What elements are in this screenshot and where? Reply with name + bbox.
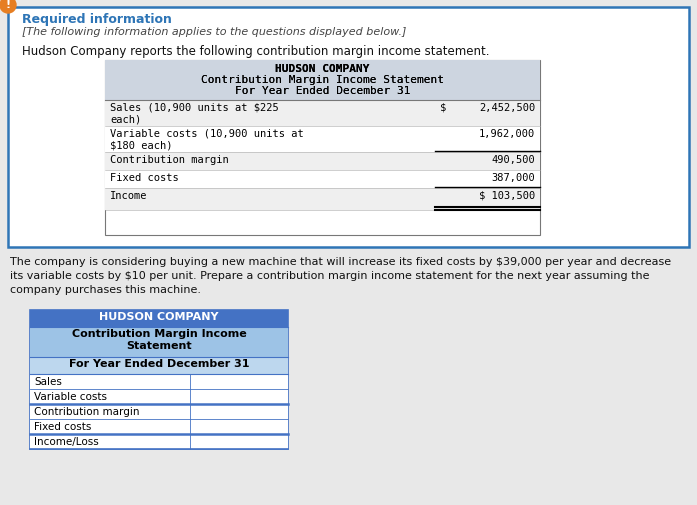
Text: HUDSON COMPANY: HUDSON COMPANY <box>275 64 369 74</box>
Text: Contribution Margin Income Statement: Contribution Margin Income Statement <box>201 75 444 85</box>
Text: HUDSON COMPANY: HUDSON COMPANY <box>275 64 369 74</box>
Text: $: $ <box>440 103 446 113</box>
Text: Required information: Required information <box>22 13 172 26</box>
Bar <box>30 419 288 434</box>
Text: Sales (10,900 units at $225
each): Sales (10,900 units at $225 each) <box>110 103 279 125</box>
Text: [The following information applies to the questions displayed below.]: [The following information applies to th… <box>22 27 406 37</box>
Text: Contribution Margin Income Statement: Contribution Margin Income Statement <box>201 75 444 85</box>
Bar <box>105 60 540 100</box>
Text: Variable costs (10,900 units at
$180 each): Variable costs (10,900 units at $180 eac… <box>110 129 304 150</box>
Bar <box>105 126 540 152</box>
Text: Income: Income <box>110 191 148 201</box>
Text: For Year Ended December 31: For Year Ended December 31 <box>235 86 411 96</box>
Bar <box>105 100 540 126</box>
Text: Contribution Margin Income
Statement: Contribution Margin Income Statement <box>72 329 246 350</box>
Bar <box>30 374 288 389</box>
Text: company purchases this machine.: company purchases this machine. <box>10 285 201 295</box>
Text: For Year Ended December 31: For Year Ended December 31 <box>235 86 411 96</box>
Bar <box>30 434 288 449</box>
Bar <box>105 170 540 188</box>
Text: !: ! <box>6 0 10 10</box>
Bar <box>30 389 288 404</box>
Text: Sales: Sales <box>34 377 62 387</box>
Bar <box>30 310 288 449</box>
Text: $ 103,500: $ 103,500 <box>479 191 535 201</box>
Bar <box>30 327 288 357</box>
Text: Fixed costs: Fixed costs <box>110 173 178 183</box>
Bar <box>30 310 288 327</box>
Text: 2,452,500: 2,452,500 <box>479 103 535 113</box>
Text: Variable costs: Variable costs <box>34 392 107 402</box>
Text: 1,962,000: 1,962,000 <box>479 129 535 139</box>
Bar <box>8 7 689 247</box>
Text: Contribution margin: Contribution margin <box>110 155 229 165</box>
Text: 490,500: 490,500 <box>491 155 535 165</box>
Text: The company is considering buying a new machine that will increase its fixed cos: The company is considering buying a new … <box>10 257 671 267</box>
Bar <box>105 60 540 100</box>
Bar <box>105 188 540 210</box>
Text: Income/Loss: Income/Loss <box>34 437 99 447</box>
Bar <box>105 60 540 235</box>
Bar <box>105 152 540 170</box>
Circle shape <box>0 0 16 13</box>
Text: Hudson Company reports the following contribution margin income statement.: Hudson Company reports the following con… <box>22 45 489 58</box>
Text: 387,000: 387,000 <box>491 173 535 183</box>
Bar <box>30 404 288 419</box>
Text: Fixed costs: Fixed costs <box>34 422 91 432</box>
Text: its variable costs by $10 per unit. Prepare a contribution margin income stateme: its variable costs by $10 per unit. Prep… <box>10 271 650 281</box>
Text: Contribution margin: Contribution margin <box>34 407 139 417</box>
Text: HUDSON COMPANY: HUDSON COMPANY <box>99 312 219 322</box>
Text: For Year Ended December 31: For Year Ended December 31 <box>69 359 250 369</box>
Bar <box>30 357 288 374</box>
